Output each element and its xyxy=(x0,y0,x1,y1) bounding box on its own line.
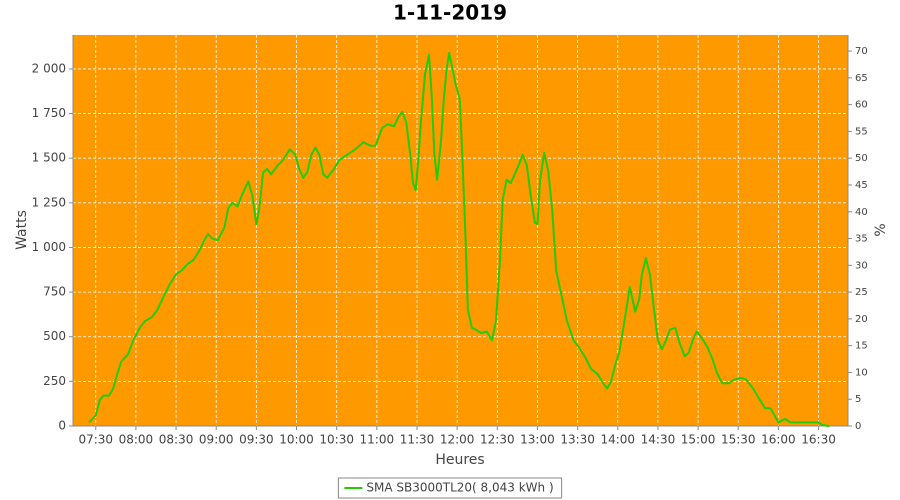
y-tick-label: 1 000 xyxy=(32,240,66,254)
y2-tick-label: 30 xyxy=(855,260,868,271)
x-tick-label: 14:30 xyxy=(641,433,676,447)
y-tick-label: 1 750 xyxy=(32,106,66,120)
y2-tick-label: 60 xyxy=(855,100,868,111)
series-line xyxy=(88,51,830,427)
y2-tick-label: 35 xyxy=(855,234,868,245)
x-tick-label: 09:00 xyxy=(199,433,234,447)
y-tick-label: 1 500 xyxy=(32,151,66,165)
y-axis-label: Watts xyxy=(14,210,30,250)
chart-title: 1-11-2019 xyxy=(393,1,507,25)
y-tick-label: 250 xyxy=(43,374,66,388)
y2-tick-label: 65 xyxy=(855,73,868,84)
y2-tick-label: 25 xyxy=(855,287,868,298)
x-tick-label: 13:30 xyxy=(560,433,595,447)
x-tick-label: 08:00 xyxy=(119,433,154,447)
y-tick-label: 750 xyxy=(43,285,66,299)
x-tick-label: 16:00 xyxy=(761,433,796,447)
x-tick-label: 12:30 xyxy=(480,433,515,447)
x-tick-label: 10:30 xyxy=(319,433,354,447)
legend-label: SMA SB3000TL20( 8,043 kWh ) xyxy=(366,481,553,495)
y2-tick-label: 45 xyxy=(855,180,868,191)
x-tick-label: 13:00 xyxy=(520,433,555,447)
x-tick-label: 08:30 xyxy=(159,433,194,447)
x-tick-label: 07:30 xyxy=(78,433,113,447)
y2-tick-label: 70 xyxy=(855,46,868,57)
x-tick-label: 15:30 xyxy=(721,433,756,447)
y2-tick-label: 50 xyxy=(855,153,868,164)
y-tick-label: 1 250 xyxy=(32,195,66,209)
y2-tick-label: 5 xyxy=(855,394,861,405)
y2-tick-label: 15 xyxy=(855,341,868,352)
y-tick-label: 500 xyxy=(43,329,66,343)
x-tick-label: 09:30 xyxy=(239,433,274,447)
y-tick-label: 0 xyxy=(58,419,66,433)
legend-box xyxy=(337,477,563,499)
plot-area xyxy=(73,35,848,426)
y2-tick-label: 40 xyxy=(855,207,868,218)
x-tick-label: 10:00 xyxy=(279,433,314,447)
y2-tick-label: 10 xyxy=(855,367,868,378)
x-tick-label: 11:00 xyxy=(360,433,395,447)
y2-axis-label: % xyxy=(873,223,889,236)
x-tick-label: 16:30 xyxy=(801,433,836,447)
y2-tick-label: 0 xyxy=(855,421,861,432)
y2-tick-label: 55 xyxy=(855,126,868,137)
x-axis-label: Heures xyxy=(435,452,484,468)
x-tick-label: 14:00 xyxy=(600,433,635,447)
x-tick-label: 11:30 xyxy=(400,433,435,447)
y2-tick-label: 20 xyxy=(855,314,868,325)
x-tick-label: 12:00 xyxy=(440,433,475,447)
x-tick-label: 15:00 xyxy=(681,433,716,447)
y-tick-label: 2 000 xyxy=(32,61,66,75)
